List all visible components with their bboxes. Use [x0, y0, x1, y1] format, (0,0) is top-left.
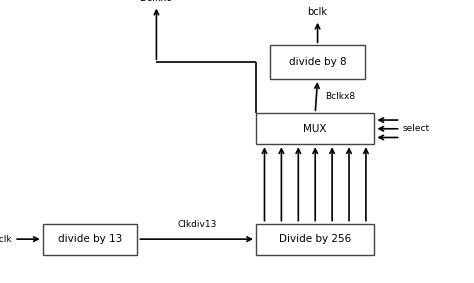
FancyBboxPatch shape: [256, 224, 374, 255]
Text: Bclkx8: Bclkx8: [140, 0, 173, 3]
Text: divide by 13: divide by 13: [58, 234, 122, 244]
FancyBboxPatch shape: [270, 45, 365, 79]
Text: divide by 8: divide by 8: [289, 57, 346, 67]
FancyBboxPatch shape: [43, 224, 137, 255]
Text: Divide by 256: Divide by 256: [279, 234, 351, 244]
Text: bclk: bclk: [308, 7, 328, 17]
Text: 3 MHz clk: 3 MHz clk: [0, 235, 12, 244]
FancyBboxPatch shape: [256, 113, 374, 144]
Text: MUX: MUX: [303, 124, 327, 134]
Text: select: select: [403, 124, 430, 133]
Text: Bclkx8: Bclkx8: [325, 92, 355, 101]
Text: Clkdiv13: Clkdiv13: [177, 220, 217, 229]
